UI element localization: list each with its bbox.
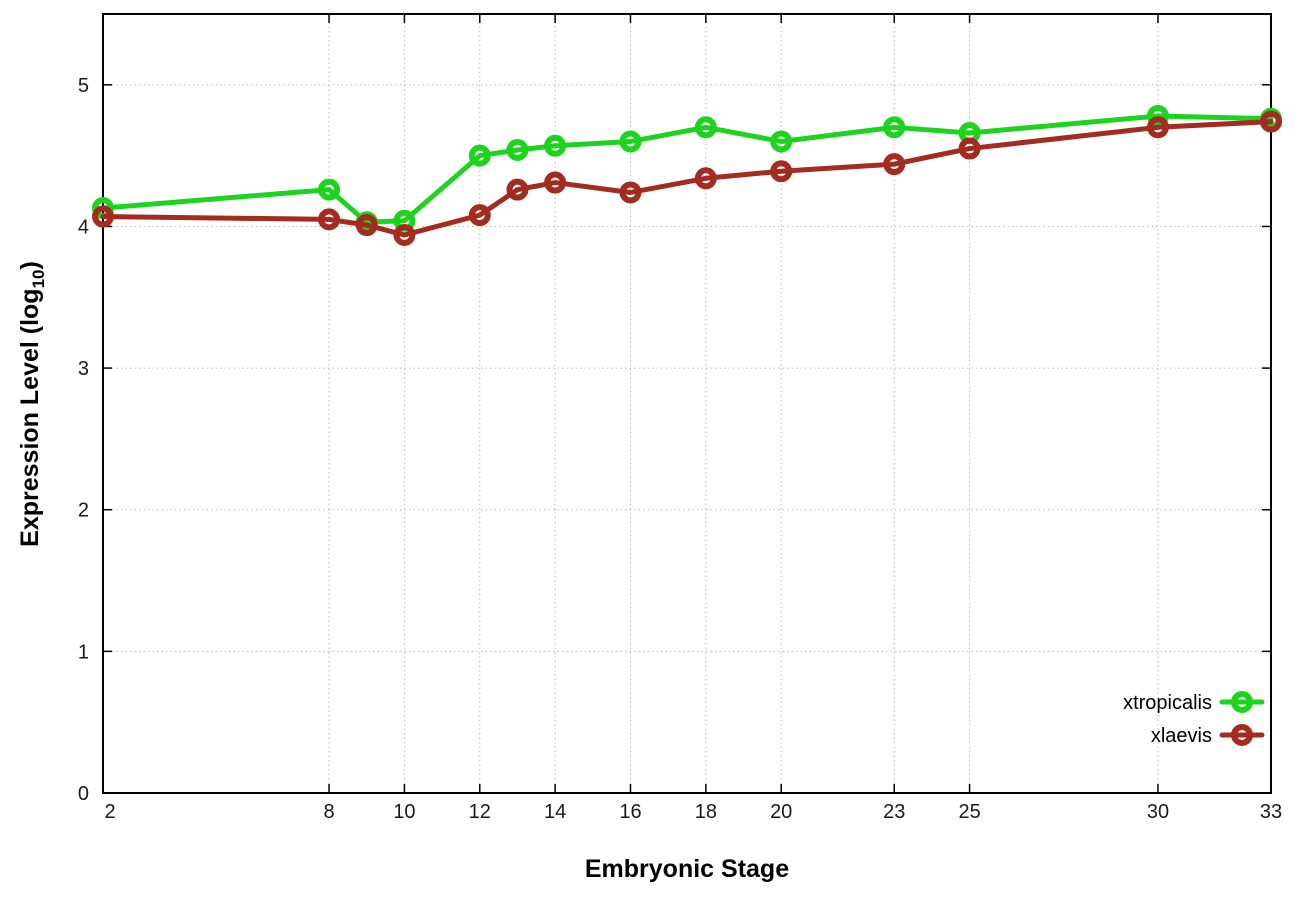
data-point-xlaevis <box>355 214 378 237</box>
axis-ticks <box>102 14 1272 794</box>
legend-samples <box>1219 691 1265 746</box>
legend-sample-marker-xlaevis <box>1231 724 1253 746</box>
data-point-xlaevis <box>544 171 567 194</box>
plot-border-layer <box>102 13 1272 794</box>
y-axis-title-main: Expression Level (log <box>16 288 44 546</box>
legend-label-xtropicalis: xtropicalis <box>1123 692 1212 714</box>
data-point-xtropicalis <box>506 138 529 161</box>
data-point-xlaevis <box>619 181 642 204</box>
y-axis-title-subscript: 10 <box>29 269 48 288</box>
y-tick-label: 2 <box>78 500 89 522</box>
data-point-xtropicalis <box>770 130 793 153</box>
y-tick-label: 3 <box>78 358 89 380</box>
data-point-xtropicalis <box>1146 104 1169 127</box>
data-series-layer <box>92 104 1282 246</box>
data-point-xlaevis <box>506 178 529 201</box>
x-tick-label: 30 <box>1147 801 1169 823</box>
y-axis-title-close: ) <box>16 261 44 269</box>
x-axis-title: Embryonic Stage <box>585 855 789 883</box>
x-tick-label: 18 <box>695 801 717 823</box>
x-tick-label: 20 <box>770 801 792 823</box>
y-tick-label: 4 <box>78 216 89 238</box>
data-point-xlaevis <box>318 208 341 231</box>
x-tick-label: 12 <box>469 801 491 823</box>
data-point-xtropicalis <box>318 178 341 201</box>
data-point-xtropicalis <box>694 116 717 139</box>
data-point-xlaevis <box>468 204 491 227</box>
data-point-xtropicalis <box>544 134 567 157</box>
x-tick-label: 16 <box>619 801 641 823</box>
x-tick-label: 8 <box>324 801 335 823</box>
y-tick-label: 5 <box>78 75 89 97</box>
data-point-xtropicalis <box>883 116 906 139</box>
x-tick-label: 33 <box>1260 801 1282 823</box>
data-point-xlaevis <box>1260 110 1282 133</box>
x-tick-label: 23 <box>883 801 905 823</box>
data-point-xlaevis <box>958 137 981 160</box>
y-axis-title: Expression Level (log10) <box>16 261 48 547</box>
data-point-xlaevis <box>770 160 793 183</box>
legend-sample-marker-xtropicalis <box>1231 691 1253 713</box>
data-point-xlaevis <box>92 205 114 228</box>
data-point-xtropicalis <box>468 144 491 167</box>
data-point-xlaevis <box>694 167 717 190</box>
plot-border <box>102 13 1272 794</box>
series-line-xlaevis <box>100 119 1274 238</box>
data-point-xlaevis <box>393 223 416 246</box>
data-point-xlaevis <box>883 153 906 176</box>
x-tick-label: 25 <box>958 801 980 823</box>
x-tick-label: 10 <box>393 801 415 823</box>
y-tick-label: 0 <box>78 783 89 805</box>
x-tick-label: 2 <box>104 801 115 823</box>
data-point-xlaevis <box>1146 116 1169 139</box>
data-point-xtropicalis <box>619 130 642 153</box>
x-tick-label: 14 <box>544 801 566 823</box>
y-tick-label: 1 <box>78 641 89 663</box>
legend-label-xlaevis: xlaevis <box>1151 725 1212 747</box>
